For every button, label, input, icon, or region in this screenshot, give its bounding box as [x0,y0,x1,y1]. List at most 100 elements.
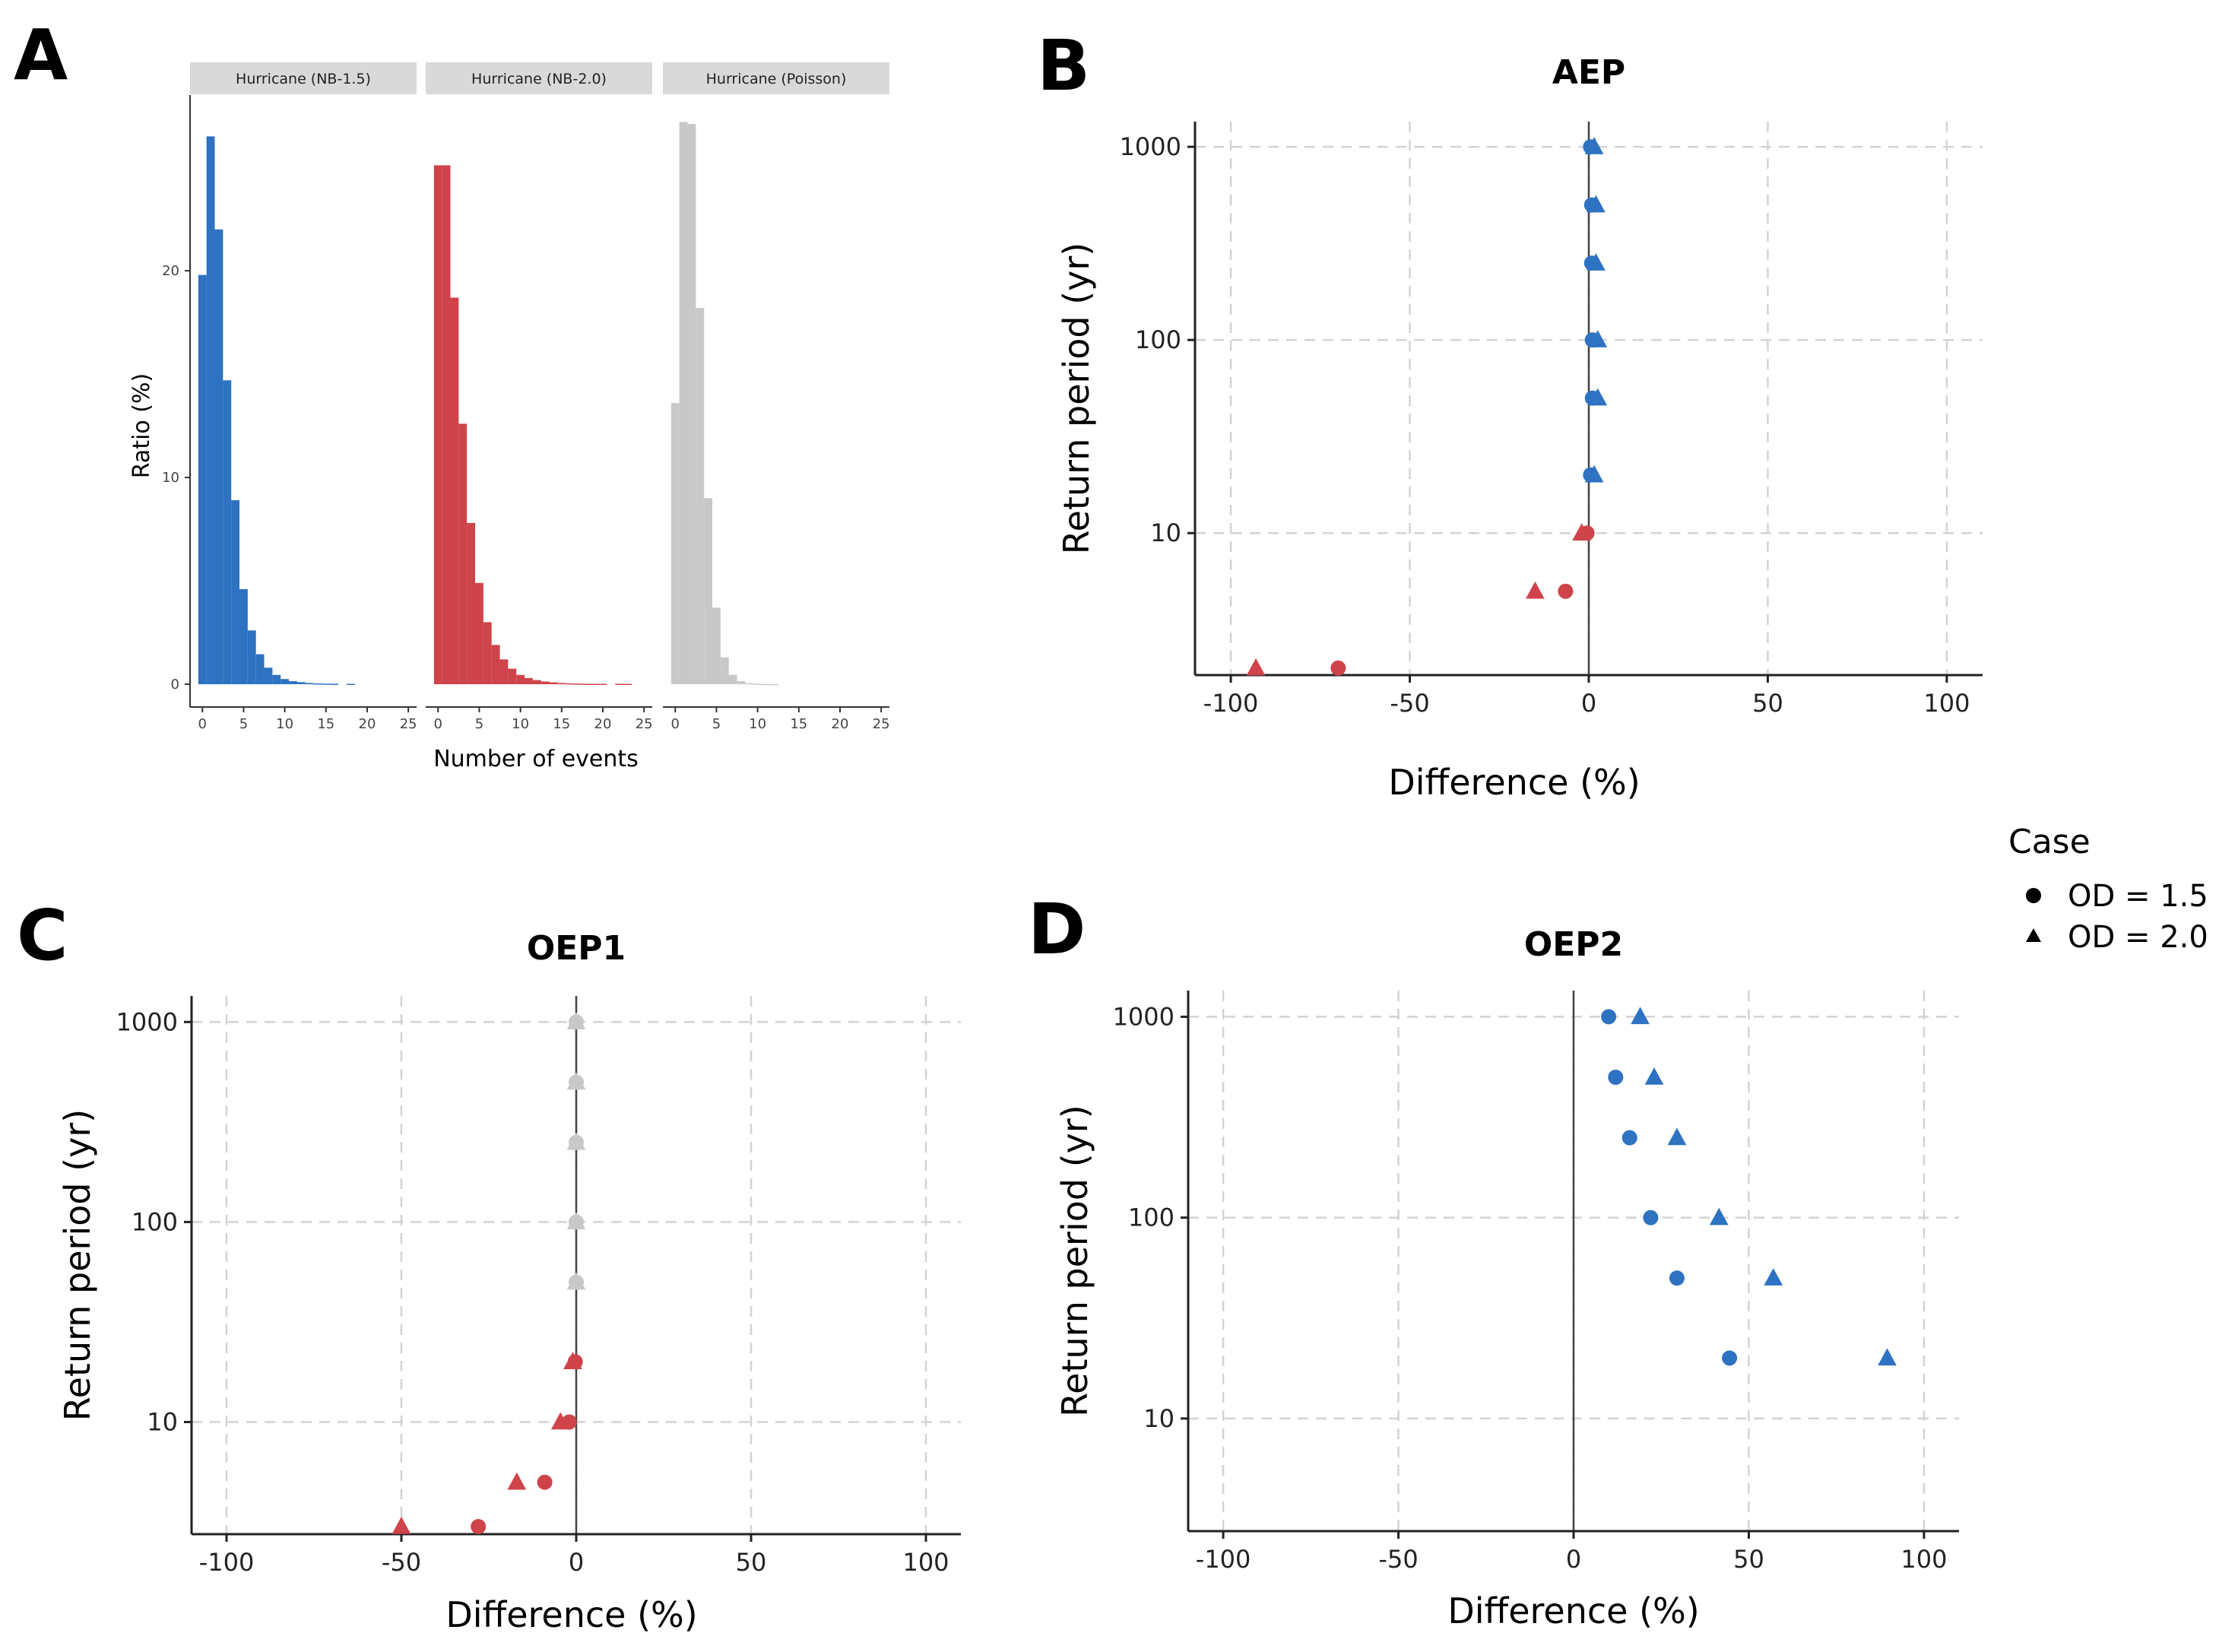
hist-bar [590,683,599,685]
data-point-od-2-0 [566,1272,586,1290]
hist-bar [483,622,492,684]
panel-d-oep2: -100 -50 0 50 100 10 100 1000 OEP2 Difference (%)… [1054,925,1959,1631]
data-point-od-1-5 [1621,1130,1637,1146]
x-tick-label: 10 [276,716,293,732]
y-tick-label: 10 [1143,1404,1174,1433]
data-point-od-2-0 [566,1212,586,1230]
hist-bar [346,683,355,685]
x-tick-label: 20 [359,716,376,732]
panel-b-aep: -100 -50 0 50 100 10 100 1000 AEP Difference (%) R… [1056,53,1983,803]
panel-letter-a: A [14,14,68,96]
x-tick-label: 100 [902,1548,949,1577]
chart-title: OEP2 [1524,925,1623,964]
data-point-od-1-5 [1608,1069,1624,1085]
facet-strip-label: Hurricane (NB-2.0) [471,71,607,87]
x-tick-label: -100 [1203,689,1259,718]
hist-bar [508,668,517,684]
x-tick-label: 20 [832,716,849,732]
y-tick-label: 10 [162,470,179,486]
x-tick-label: 0 [671,716,680,732]
data-point-od-2-0 [1878,1348,1897,1366]
legend-title: Case [2008,823,2091,861]
hist-bar [206,136,215,684]
x-tick-label: 25 [636,716,653,732]
hist-bar [313,683,322,685]
x-tick-label: 50 [1733,1545,1764,1574]
legend-item-od-1-5: OD = 1.5 [2068,879,2208,914]
hist-bar [737,680,746,684]
hist-bar [762,683,770,686]
y-tick-label: 100 [1135,325,1181,354]
hist-bar [450,297,459,684]
hist-bar [696,308,705,684]
data-point-od-2-0 [1587,195,1606,213]
y-axis-label: Return period (yr) [57,1109,98,1421]
hist-bar [499,659,509,684]
panel-letter-c: C [17,895,68,976]
hist-bar [728,674,737,684]
hist-bar [745,683,754,685]
x-tick-label: 10 [749,716,766,732]
data-point-od-1-5 [1330,660,1346,676]
data-point-od-1-5 [1722,1350,1738,1366]
data-point-od-1-5 [1601,1009,1617,1025]
x-tick-label: 100 [1900,1545,1947,1574]
data-point-od-2-0 [1587,253,1606,271]
y-tick-label: 10 [147,1407,178,1436]
data-point-od-2-0 [1572,523,1591,541]
hist-bar [525,677,533,684]
hist-bar [615,683,624,685]
facet-strip [663,62,889,94]
x-tick-label: 10 [512,716,529,732]
hist-bar [532,680,541,684]
data-point-od-2-0 [1588,388,1608,406]
x-tick-label: -50 [1378,1545,1418,1574]
hist-bar [305,683,314,684]
y-axis-label: Return period (yr) [1054,1105,1095,1416]
x-tick-label: -100 [199,1548,255,1577]
x-axis-label: Difference (%) [445,1594,697,1635]
hist-bar [247,630,256,684]
hist-bar [574,683,582,685]
x-tick-label: 100 [1923,689,1970,718]
y-tick-label: 100 [1128,1203,1174,1232]
panel-c-oep1: -100 -50 0 50 100 10 100 1000 OEP1 Difference (%)… [57,929,961,1635]
hist-bar [582,683,591,685]
data-point-od-2-0 [1709,1207,1729,1226]
x-tick-label: 15 [317,716,334,732]
x-tick-label: 25 [400,716,417,732]
legend-item-od-2-0: OD = 2.0 [2068,920,2208,955]
hist-bar [214,229,223,684]
hist-bar [289,680,297,684]
y-tick-label: 10 [1150,518,1181,547]
data-point-od-2-0 [1631,1007,1650,1025]
data-point-od-2-0 [550,1412,570,1430]
x-tick-label: -50 [382,1548,421,1577]
hist-bar [670,403,680,684]
hist-bar [679,122,688,684]
hist-bar [255,654,265,684]
hist-bar [296,682,306,684]
hist-bar [687,124,696,684]
x-tick-label: 25 [873,716,890,732]
y-tick-label: 1000 [1120,132,1181,161]
x-tick-label: 50 [1752,689,1783,718]
data-point-od-2-0 [1644,1067,1664,1085]
data-point-od-1-5 [1558,583,1574,599]
panel-letter-b: B [1037,25,1090,106]
y-tick-label: 0 [171,677,179,693]
hist-bar [458,423,468,684]
data-point-od-1-5 [1669,1270,1685,1286]
data-point-od-2-0 [391,1517,411,1534]
panel-letter-d: D [1028,889,1086,970]
panel-letters: A B C D [14,14,1090,976]
data-point-od-2-0 [507,1472,527,1490]
x-tick-label: -50 [1390,689,1429,718]
x-tick-label: 5 [475,716,483,732]
x-tick-label: 5 [239,716,248,732]
x-tick-label: 0 [198,716,207,732]
x-tick-label: 0 [569,1548,584,1577]
hist-bar [433,165,442,684]
hist-bar [566,683,575,685]
